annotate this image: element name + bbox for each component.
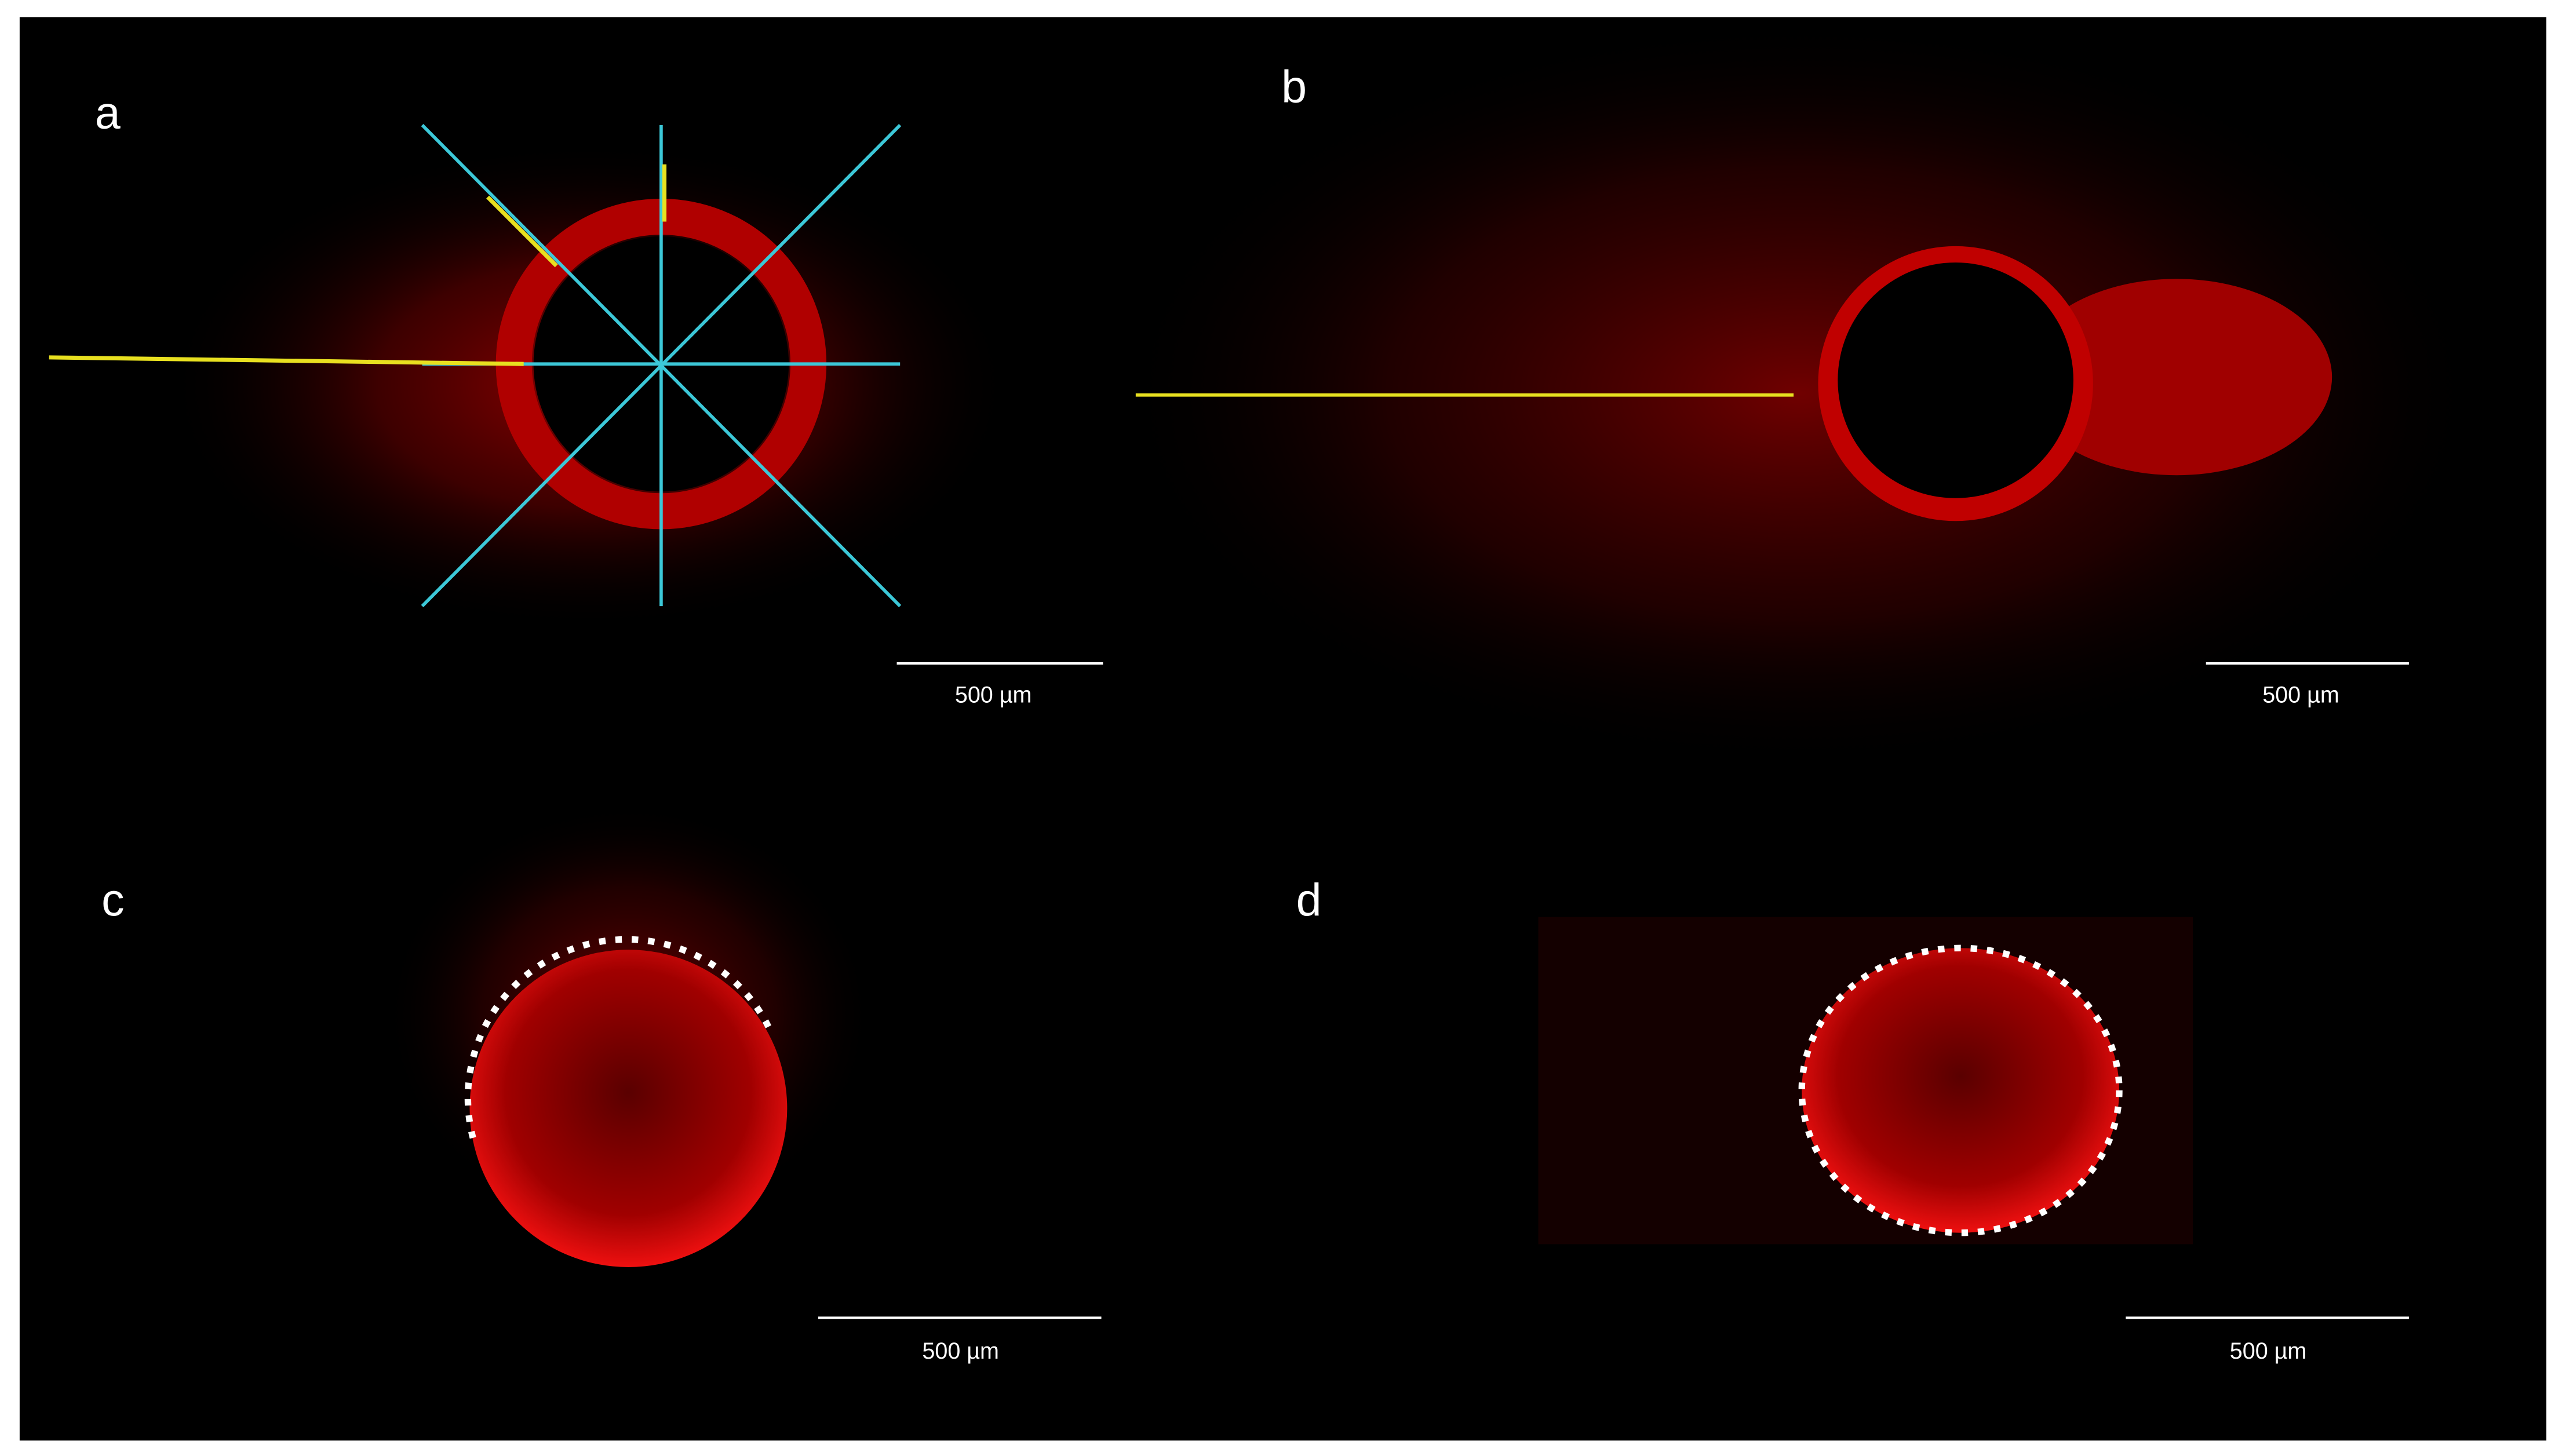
panel-label: a — [95, 87, 121, 138]
panel-b: b 500 µm — [1113, 17, 2488, 770]
panel-label: c — [101, 874, 125, 925]
scale-label: 500 µm — [922, 1338, 999, 1364]
outline-dots — [464, 936, 772, 1139]
scale-label: 500 µm — [2230, 1338, 2307, 1364]
disc — [469, 950, 788, 1268]
hole — [1838, 262, 2073, 498]
measure-lines — [421, 123, 902, 608]
panel-d: d 500 µm — [1296, 874, 2409, 1364]
panel-label: d — [1296, 874, 1322, 925]
outline-dots — [1798, 944, 2123, 1236]
panel-c: c 500 µm — [101, 802, 1102, 1364]
scale-label: 500 µm — [2262, 683, 2339, 708]
scale-label: 500 µm — [955, 683, 1032, 708]
glow — [1113, 17, 2488, 770]
panel-label: b — [1281, 60, 1307, 112]
disc — [1802, 948, 2120, 1233]
panel-a: a 500 µm — [49, 87, 1103, 708]
blob — [2021, 279, 2332, 476]
yellow-lines — [49, 164, 667, 366]
